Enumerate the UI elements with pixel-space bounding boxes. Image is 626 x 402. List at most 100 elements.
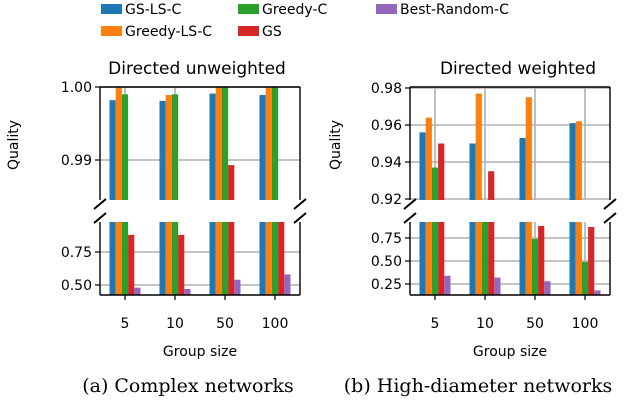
axis-break-mark bbox=[293, 212, 307, 224]
bar bbox=[159, 222, 166, 295]
bar bbox=[159, 100, 166, 200]
legend-swatch bbox=[238, 26, 259, 36]
bar bbox=[115, 87, 122, 200]
bar bbox=[544, 281, 551, 295]
bar bbox=[469, 222, 476, 295]
bar bbox=[271, 222, 279, 295]
bar bbox=[419, 222, 426, 295]
y-tick-label: 0.94 bbox=[371, 155, 402, 171]
bar bbox=[438, 222, 445, 295]
bar bbox=[488, 171, 495, 200]
bar bbox=[109, 100, 116, 200]
y-tick-label: 0.99 bbox=[61, 153, 92, 169]
bar bbox=[475, 222, 482, 295]
y-axis-label: Quality bbox=[6, 120, 22, 170]
legend-label: Greedy-C bbox=[262, 2, 328, 18]
bar bbox=[519, 137, 526, 200]
bar bbox=[171, 94, 179, 200]
chart-title: Directed unweighted bbox=[108, 59, 286, 79]
bar bbox=[234, 279, 241, 295]
bar bbox=[431, 222, 439, 295]
y-tick-label: 0.75 bbox=[61, 245, 92, 261]
bar bbox=[221, 87, 229, 200]
y-tick-label: 0.25 bbox=[371, 277, 402, 293]
bar bbox=[588, 226, 595, 295]
legend-label: GS-LS-C bbox=[125, 2, 182, 18]
bar bbox=[115, 222, 122, 295]
y-axis-label: Quality bbox=[328, 120, 344, 170]
bar bbox=[259, 95, 266, 200]
legend-swatch bbox=[238, 4, 259, 14]
bar bbox=[121, 94, 129, 200]
bar bbox=[575, 121, 582, 200]
figure-caption: (b) High-diameter networks bbox=[344, 375, 613, 397]
bar bbox=[128, 234, 135, 295]
x-tick-label: 100 bbox=[262, 316, 289, 332]
legend-swatch bbox=[101, 26, 122, 36]
y-tick-label: 0.92 bbox=[371, 192, 402, 208]
bar bbox=[438, 143, 445, 200]
x-tick-label: 5 bbox=[431, 316, 440, 332]
bar bbox=[569, 123, 576, 200]
bar bbox=[209, 222, 216, 295]
bar bbox=[171, 222, 179, 295]
bar bbox=[538, 226, 545, 295]
bar bbox=[594, 290, 601, 295]
bar bbox=[178, 234, 185, 295]
axis-break-mark bbox=[603, 198, 617, 210]
axis-break-mark bbox=[93, 212, 107, 224]
y-tick-label: 0.96 bbox=[371, 118, 402, 134]
chart-panel-1: Directed unweighted 1.00 0.99 0.75 0.50 5 10 50… bbox=[6, 59, 307, 397]
bar bbox=[184, 288, 191, 295]
bar bbox=[569, 222, 576, 295]
bar bbox=[525, 97, 532, 200]
bar bbox=[228, 222, 235, 295]
bar bbox=[209, 93, 216, 200]
bar bbox=[109, 222, 116, 295]
y-tick-label: 0.75 bbox=[371, 231, 402, 247]
axis-break-mark bbox=[403, 198, 417, 210]
axis-break-mark bbox=[293, 198, 307, 210]
bar bbox=[284, 274, 291, 295]
axis-break-mark bbox=[93, 198, 107, 210]
legend-label: GS bbox=[262, 24, 282, 40]
bar bbox=[259, 222, 266, 295]
bar bbox=[519, 222, 526, 295]
x-tick-label: 50 bbox=[526, 316, 544, 332]
bar bbox=[278, 222, 285, 295]
x-tick-label: 10 bbox=[166, 316, 184, 332]
bar bbox=[531, 238, 539, 295]
bar bbox=[134, 287, 141, 295]
bar bbox=[121, 222, 129, 295]
x-axis-label: Group size bbox=[473, 344, 547, 360]
bar bbox=[575, 222, 582, 295]
figure-caption: (a) Complex networks bbox=[82, 375, 294, 397]
bar bbox=[494, 277, 501, 295]
bar bbox=[221, 222, 229, 295]
bar bbox=[525, 222, 532, 295]
bar bbox=[475, 93, 482, 200]
bar bbox=[165, 95, 172, 200]
bar bbox=[215, 222, 222, 295]
x-tick-label: 50 bbox=[216, 316, 234, 332]
y-tick-label: 0.50 bbox=[61, 278, 92, 294]
x-tick-label: 100 bbox=[572, 316, 599, 332]
bar bbox=[469, 143, 476, 200]
legend-swatch bbox=[376, 4, 397, 14]
axis-break-mark bbox=[403, 212, 417, 224]
y-tick-label: 0.98 bbox=[371, 81, 402, 97]
bar bbox=[265, 87, 272, 200]
bar bbox=[165, 222, 172, 295]
bar bbox=[419, 132, 426, 200]
bar bbox=[481, 222, 489, 295]
chart-panel-2: Directed weighted 0.98 0.96 0.94 0.92 0.75 0.5… bbox=[328, 59, 617, 397]
bar bbox=[488, 222, 495, 295]
y-tick-label: 1.00 bbox=[61, 80, 92, 96]
chart-title: Directed weighted bbox=[440, 59, 596, 79]
legend-swatch bbox=[101, 4, 122, 14]
bar bbox=[431, 167, 439, 200]
x-axis-label: Group size bbox=[163, 344, 237, 360]
bar bbox=[444, 275, 451, 295]
bar bbox=[265, 222, 272, 295]
